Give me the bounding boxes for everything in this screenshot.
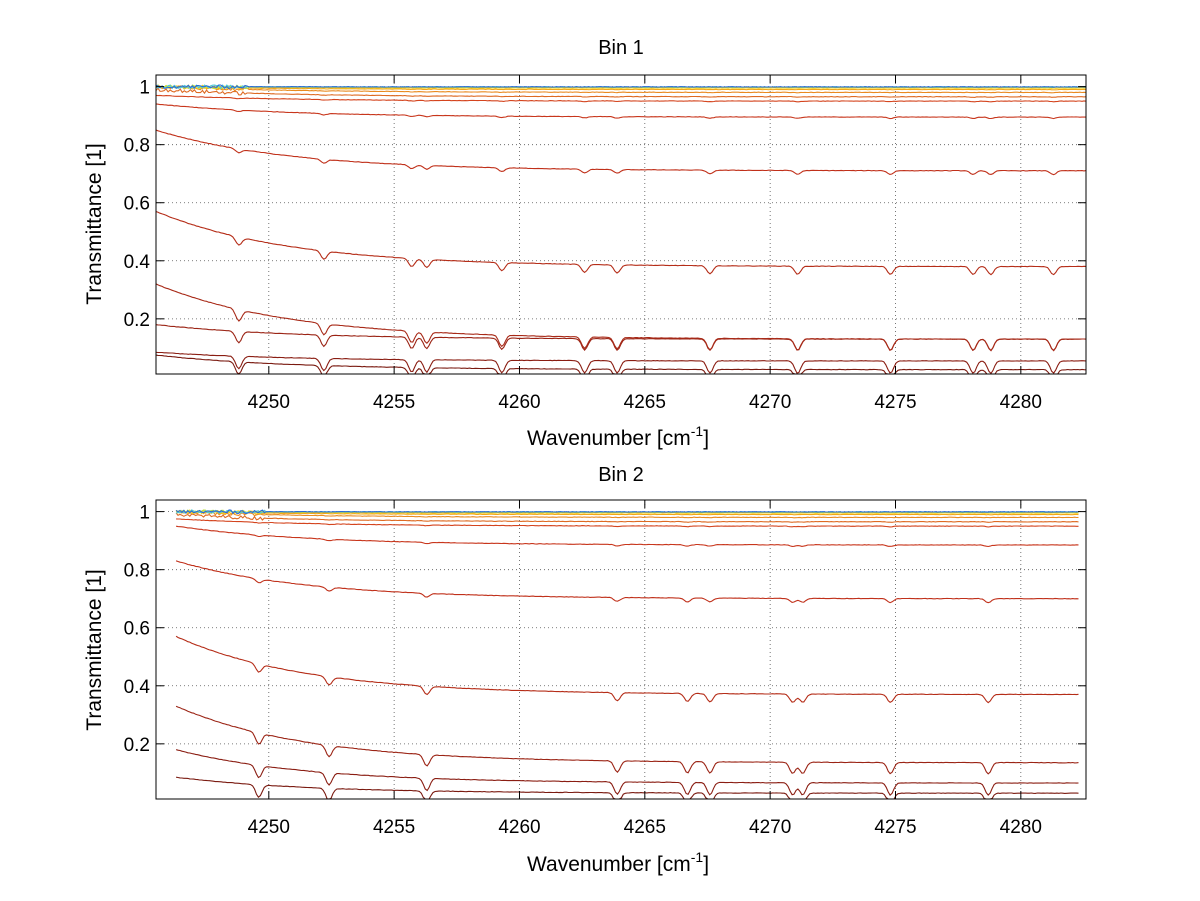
x-tick-label: 4255 bbox=[373, 817, 415, 838]
series-line bbox=[155, 129, 1087, 176]
x-tick-label: 4275 bbox=[874, 392, 916, 413]
subplot-bin-2: Bin 2 4250 4255 4260 4265 4270 4275 4280 0.2 0.4… bbox=[83, 464, 1087, 876]
series-line bbox=[155, 210, 1087, 276]
series-line bbox=[155, 351, 1087, 375]
x-tick-label: 4255 bbox=[373, 392, 415, 413]
chart-title: Bin 1 bbox=[598, 37, 644, 59]
series-line bbox=[155, 94, 1087, 103]
series-line bbox=[155, 84, 1087, 90]
y-tick-label: 1 bbox=[139, 503, 150, 524]
y-tick-label: 0.2 bbox=[124, 310, 150, 331]
series-line bbox=[155, 84, 1087, 90]
y-tick-label: 0.2 bbox=[124, 735, 150, 756]
y-tick-label: 0.8 bbox=[124, 561, 150, 582]
y-tick-label: 0.8 bbox=[124, 136, 150, 157]
y-tick-label: 0.6 bbox=[124, 194, 150, 215]
series-line bbox=[155, 84, 1087, 94]
x-tick-label: 4280 bbox=[1000, 817, 1042, 838]
x-tick-label: 4250 bbox=[248, 817, 290, 838]
chart-title: Bin 2 bbox=[598, 464, 644, 486]
series-line bbox=[175, 560, 1079, 604]
series-line bbox=[155, 103, 1086, 120]
x-tick-label: 4270 bbox=[749, 817, 791, 838]
y-tick-label: 0.4 bbox=[124, 677, 151, 698]
x-tick-label: 4265 bbox=[624, 817, 666, 838]
series-line bbox=[155, 87, 1087, 98]
series-line bbox=[175, 635, 1079, 704]
series-line bbox=[175, 509, 1079, 519]
series-line bbox=[155, 85, 1087, 91]
series-line bbox=[175, 525, 1079, 548]
x-tick-label: 4265 bbox=[624, 392, 666, 413]
x-tick-label: 4275 bbox=[874, 817, 916, 838]
x-tick-label: 4270 bbox=[749, 392, 791, 413]
series-line bbox=[155, 324, 1087, 352]
y-tick-label: 1 bbox=[139, 78, 150, 99]
y-axis-label: Transmittance [1] bbox=[83, 143, 106, 304]
x-axis-label: Wavenumber [cm-1] bbox=[527, 423, 709, 450]
series-line bbox=[155, 283, 1087, 352]
y-axis-label: Transmittance [1] bbox=[83, 569, 106, 730]
y-tick-label: 0.4 bbox=[124, 252, 151, 273]
axes-box bbox=[155, 74, 1087, 375]
series-line bbox=[175, 512, 1079, 523]
series-line bbox=[176, 518, 1079, 528]
x-axis-label: Wavenumber [cm-1] bbox=[527, 849, 709, 876]
subplot-bin-1: Bin 1 4250 4255 4260 4265 4270 4275 4280 0.2 0.4… bbox=[83, 37, 1087, 450]
x-tick-label: 4260 bbox=[498, 392, 540, 413]
x-tick-label: 4250 bbox=[248, 392, 290, 413]
series-line bbox=[175, 509, 1079, 515]
series-line bbox=[175, 749, 1079, 796]
axes-box bbox=[155, 499, 1087, 800]
x-tick-label: 4260 bbox=[498, 817, 540, 838]
series-line bbox=[176, 776, 1079, 800]
series-line bbox=[176, 509, 1079, 516]
series-line bbox=[175, 509, 1079, 515]
x-tick-label: 4280 bbox=[1000, 392, 1042, 413]
y-tick-label: 0.6 bbox=[124, 619, 150, 640]
series-line bbox=[175, 705, 1079, 775]
